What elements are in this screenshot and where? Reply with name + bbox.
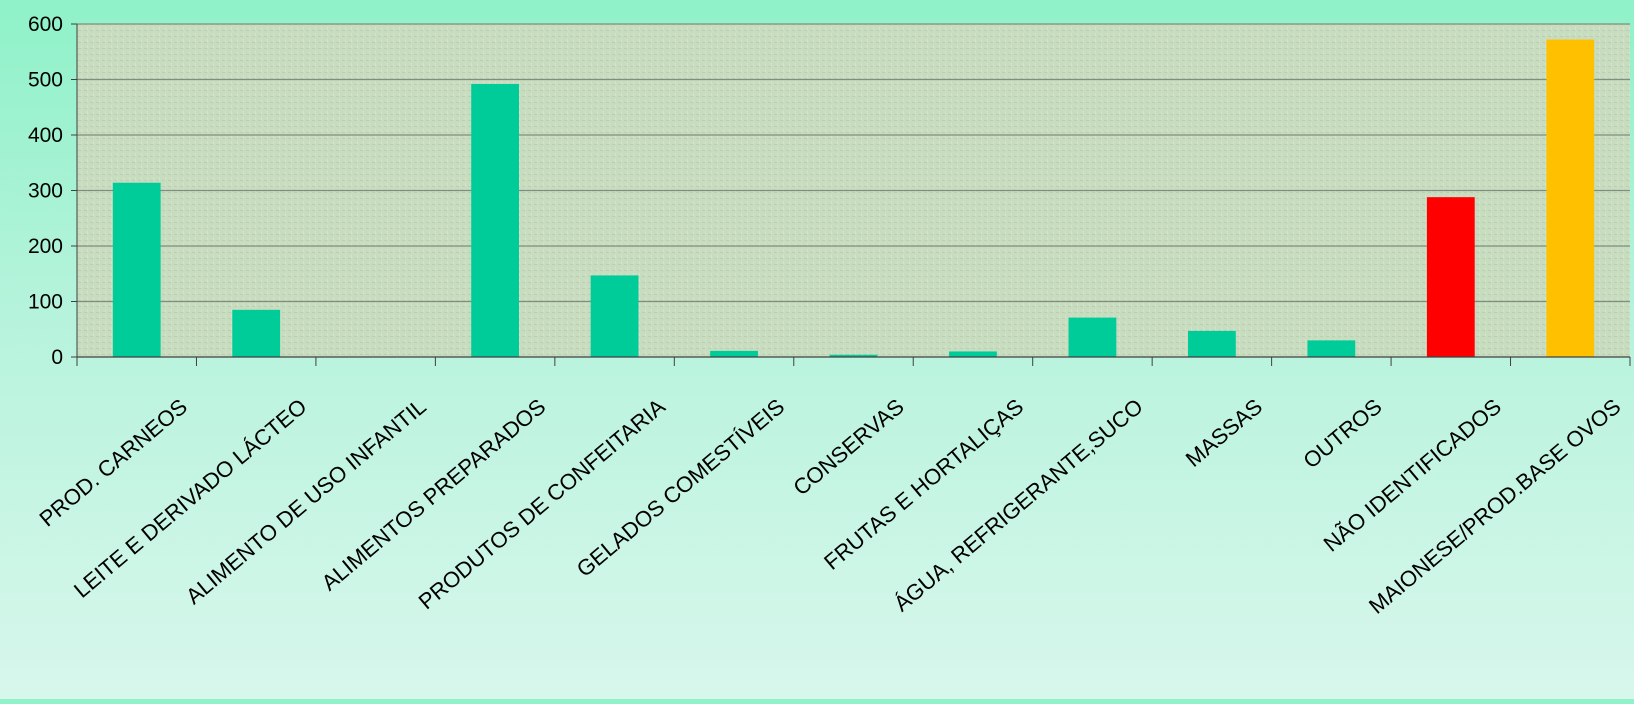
y-tick-label: 600	[28, 13, 63, 36]
x-category-label: MAIONESE/PROD.BASE OVOS	[1364, 394, 1625, 619]
bar	[710, 350, 758, 357]
bar	[1187, 330, 1236, 357]
x-category-label: OUTROS	[1298, 394, 1386, 474]
bars	[112, 39, 1595, 357]
bar	[112, 182, 161, 357]
axes	[71, 23, 1631, 366]
y-tick-label: 300	[28, 180, 63, 203]
y-tick-label: 200	[28, 235, 63, 258]
x-category-label: ÁGUA, REFRIGERANTE,SUCO	[889, 394, 1148, 617]
x-category-label: GELADOS COMESTÍVEIS	[572, 394, 789, 582]
bar	[829, 354, 878, 357]
y-tick-label: 100	[28, 291, 63, 314]
x-category-label: LEITE E DERIVADO LÁCTEO	[69, 394, 311, 603]
y-tick-label: 500	[28, 69, 63, 92]
bar	[590, 275, 639, 357]
x-category-label: ALIMENTOS PREPARADOS	[317, 394, 551, 596]
x-category-label: FRUTAS E HORTALIÇAS	[819, 394, 1028, 575]
bar	[1426, 197, 1475, 357]
gridlines	[77, 23, 1630, 303]
bar	[471, 83, 520, 357]
bar	[1546, 39, 1595, 357]
x-category-label: MASSAS	[1181, 394, 1267, 472]
x-category-label: ALIMENTO DE USO INFANTIL	[181, 394, 431, 609]
bar	[1068, 317, 1117, 357]
x-category-label: CONSERVAS	[788, 394, 908, 501]
y-tick-label: 400	[28, 124, 63, 147]
bar	[232, 309, 281, 357]
bar	[1307, 340, 1356, 357]
bar	[949, 351, 997, 357]
x-category-label: PRODUTOS DE CONFEITARIA	[414, 393, 670, 614]
y-tick-label: 0	[51, 346, 63, 369]
